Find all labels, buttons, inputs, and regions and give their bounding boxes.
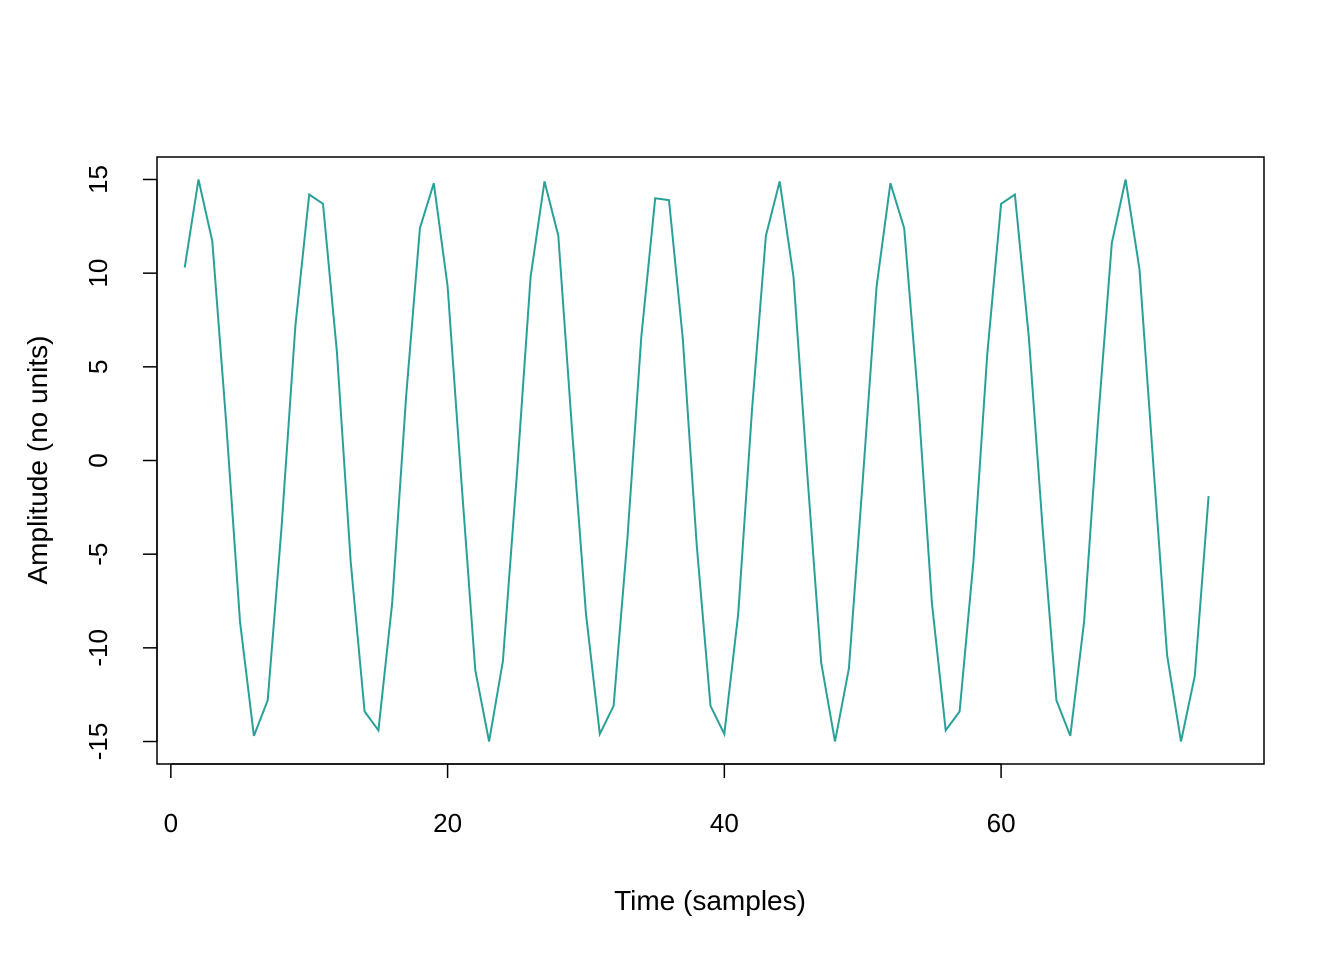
y-tick-label: 10 <box>83 259 113 288</box>
series-line <box>183 179 1210 742</box>
y-tick-label: 0 <box>83 453 113 467</box>
x-tick-label: 60 <box>987 808 1016 838</box>
x-tick-label: 0 <box>164 808 178 838</box>
y-axis-title: Amplitude (no units) <box>22 335 53 584</box>
y-tick-label: 15 <box>83 165 113 194</box>
y-tick-label: -10 <box>83 629 113 667</box>
y-tick-label: -15 <box>83 723 113 761</box>
x-tick-label: 20 <box>433 808 462 838</box>
x-axis-title: Time (samples) <box>614 885 806 916</box>
y-axis: -15 -10 -5 0 5 10 15 <box>83 165 158 761</box>
plot-frame <box>156 156 1265 765</box>
x-tick-label: 40 <box>710 808 739 838</box>
x-axis: 0 20 40 60 <box>164 763 1016 838</box>
y-tick-label: -5 <box>83 543 113 566</box>
y-tick-label: 5 <box>83 360 113 374</box>
